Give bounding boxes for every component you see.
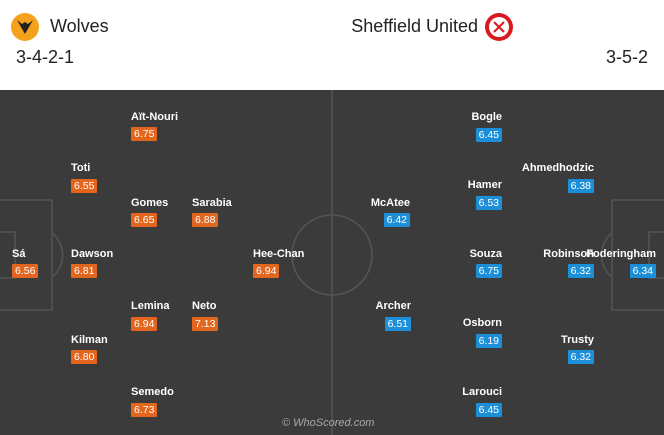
player-rating: 6.51 <box>384 317 411 331</box>
player-rating: 6.53 <box>475 196 502 210</box>
player-rating: 6.73 <box>131 403 158 417</box>
player-name: Archer <box>375 300 411 312</box>
player-name: Aït-Nouri <box>131 111 179 123</box>
player-rating: 6.38 <box>567 179 594 193</box>
player-rating: 6.45 <box>475 403 502 417</box>
player-name: Lemina <box>131 300 170 312</box>
player-name: Semedo <box>131 386 174 398</box>
player-rating: 7.13 <box>192 317 219 331</box>
player-name: Gomes <box>131 197 169 209</box>
player-name: Osborn <box>462 317 502 329</box>
player-name: Hee-Chan <box>253 248 305 260</box>
home-formation: 3-4-2-1 <box>16 47 75 67</box>
player-rating: 6.42 <box>383 213 410 227</box>
player-name: Ahmedhodzic <box>521 162 594 174</box>
player-name: Sá <box>12 248 26 260</box>
player-name: Dawson <box>71 248 114 260</box>
player-name: Robinson <box>543 248 594 260</box>
player-name: Kilman <box>71 334 108 346</box>
away-crest <box>485 13 513 41</box>
player-name: Neto <box>192 300 217 312</box>
player-rating: 6.88 <box>192 213 219 227</box>
away-team: Sheffield United <box>351 16 478 36</box>
player-rating: 6.94 <box>253 264 280 278</box>
player-rating: 6.65 <box>131 213 158 227</box>
player-rating: 6.94 <box>131 317 158 331</box>
player-rating: 6.81 <box>71 264 98 278</box>
player-rating: 6.45 <box>475 128 502 142</box>
player-name: Foderingham <box>586 248 656 260</box>
home-team: Wolves <box>50 16 109 36</box>
player-name: Bogle <box>471 111 502 123</box>
home-crest <box>11 13 39 41</box>
player-name: Toti <box>71 162 91 174</box>
player-rating: 6.32 <box>567 350 594 364</box>
player-rating: 6.19 <box>475 334 502 348</box>
player-name: Sarabia <box>192 197 232 209</box>
player-rating: 6.55 <box>71 179 98 193</box>
player-name: Larouci <box>462 386 502 398</box>
player-name: Hamer <box>467 179 502 191</box>
player-rating: 6.56 <box>12 264 39 278</box>
pitch-lines <box>0 90 664 435</box>
watermark: © WhoScored.com <box>282 417 375 429</box>
player-name: Trusty <box>560 334 594 346</box>
player-name: McAtee <box>370 197 410 209</box>
player-rating: 6.75 <box>131 127 158 141</box>
player-name: Souza <box>469 248 502 260</box>
player-rating: 6.75 <box>475 264 502 278</box>
player-rating: 6.32 <box>567 264 594 278</box>
player-rating: 6.80 <box>71 350 98 364</box>
pitch <box>0 90 664 435</box>
away-formation: 3-5-2 <box>605 47 648 67</box>
player-rating: 6.34 <box>629 264 656 278</box>
